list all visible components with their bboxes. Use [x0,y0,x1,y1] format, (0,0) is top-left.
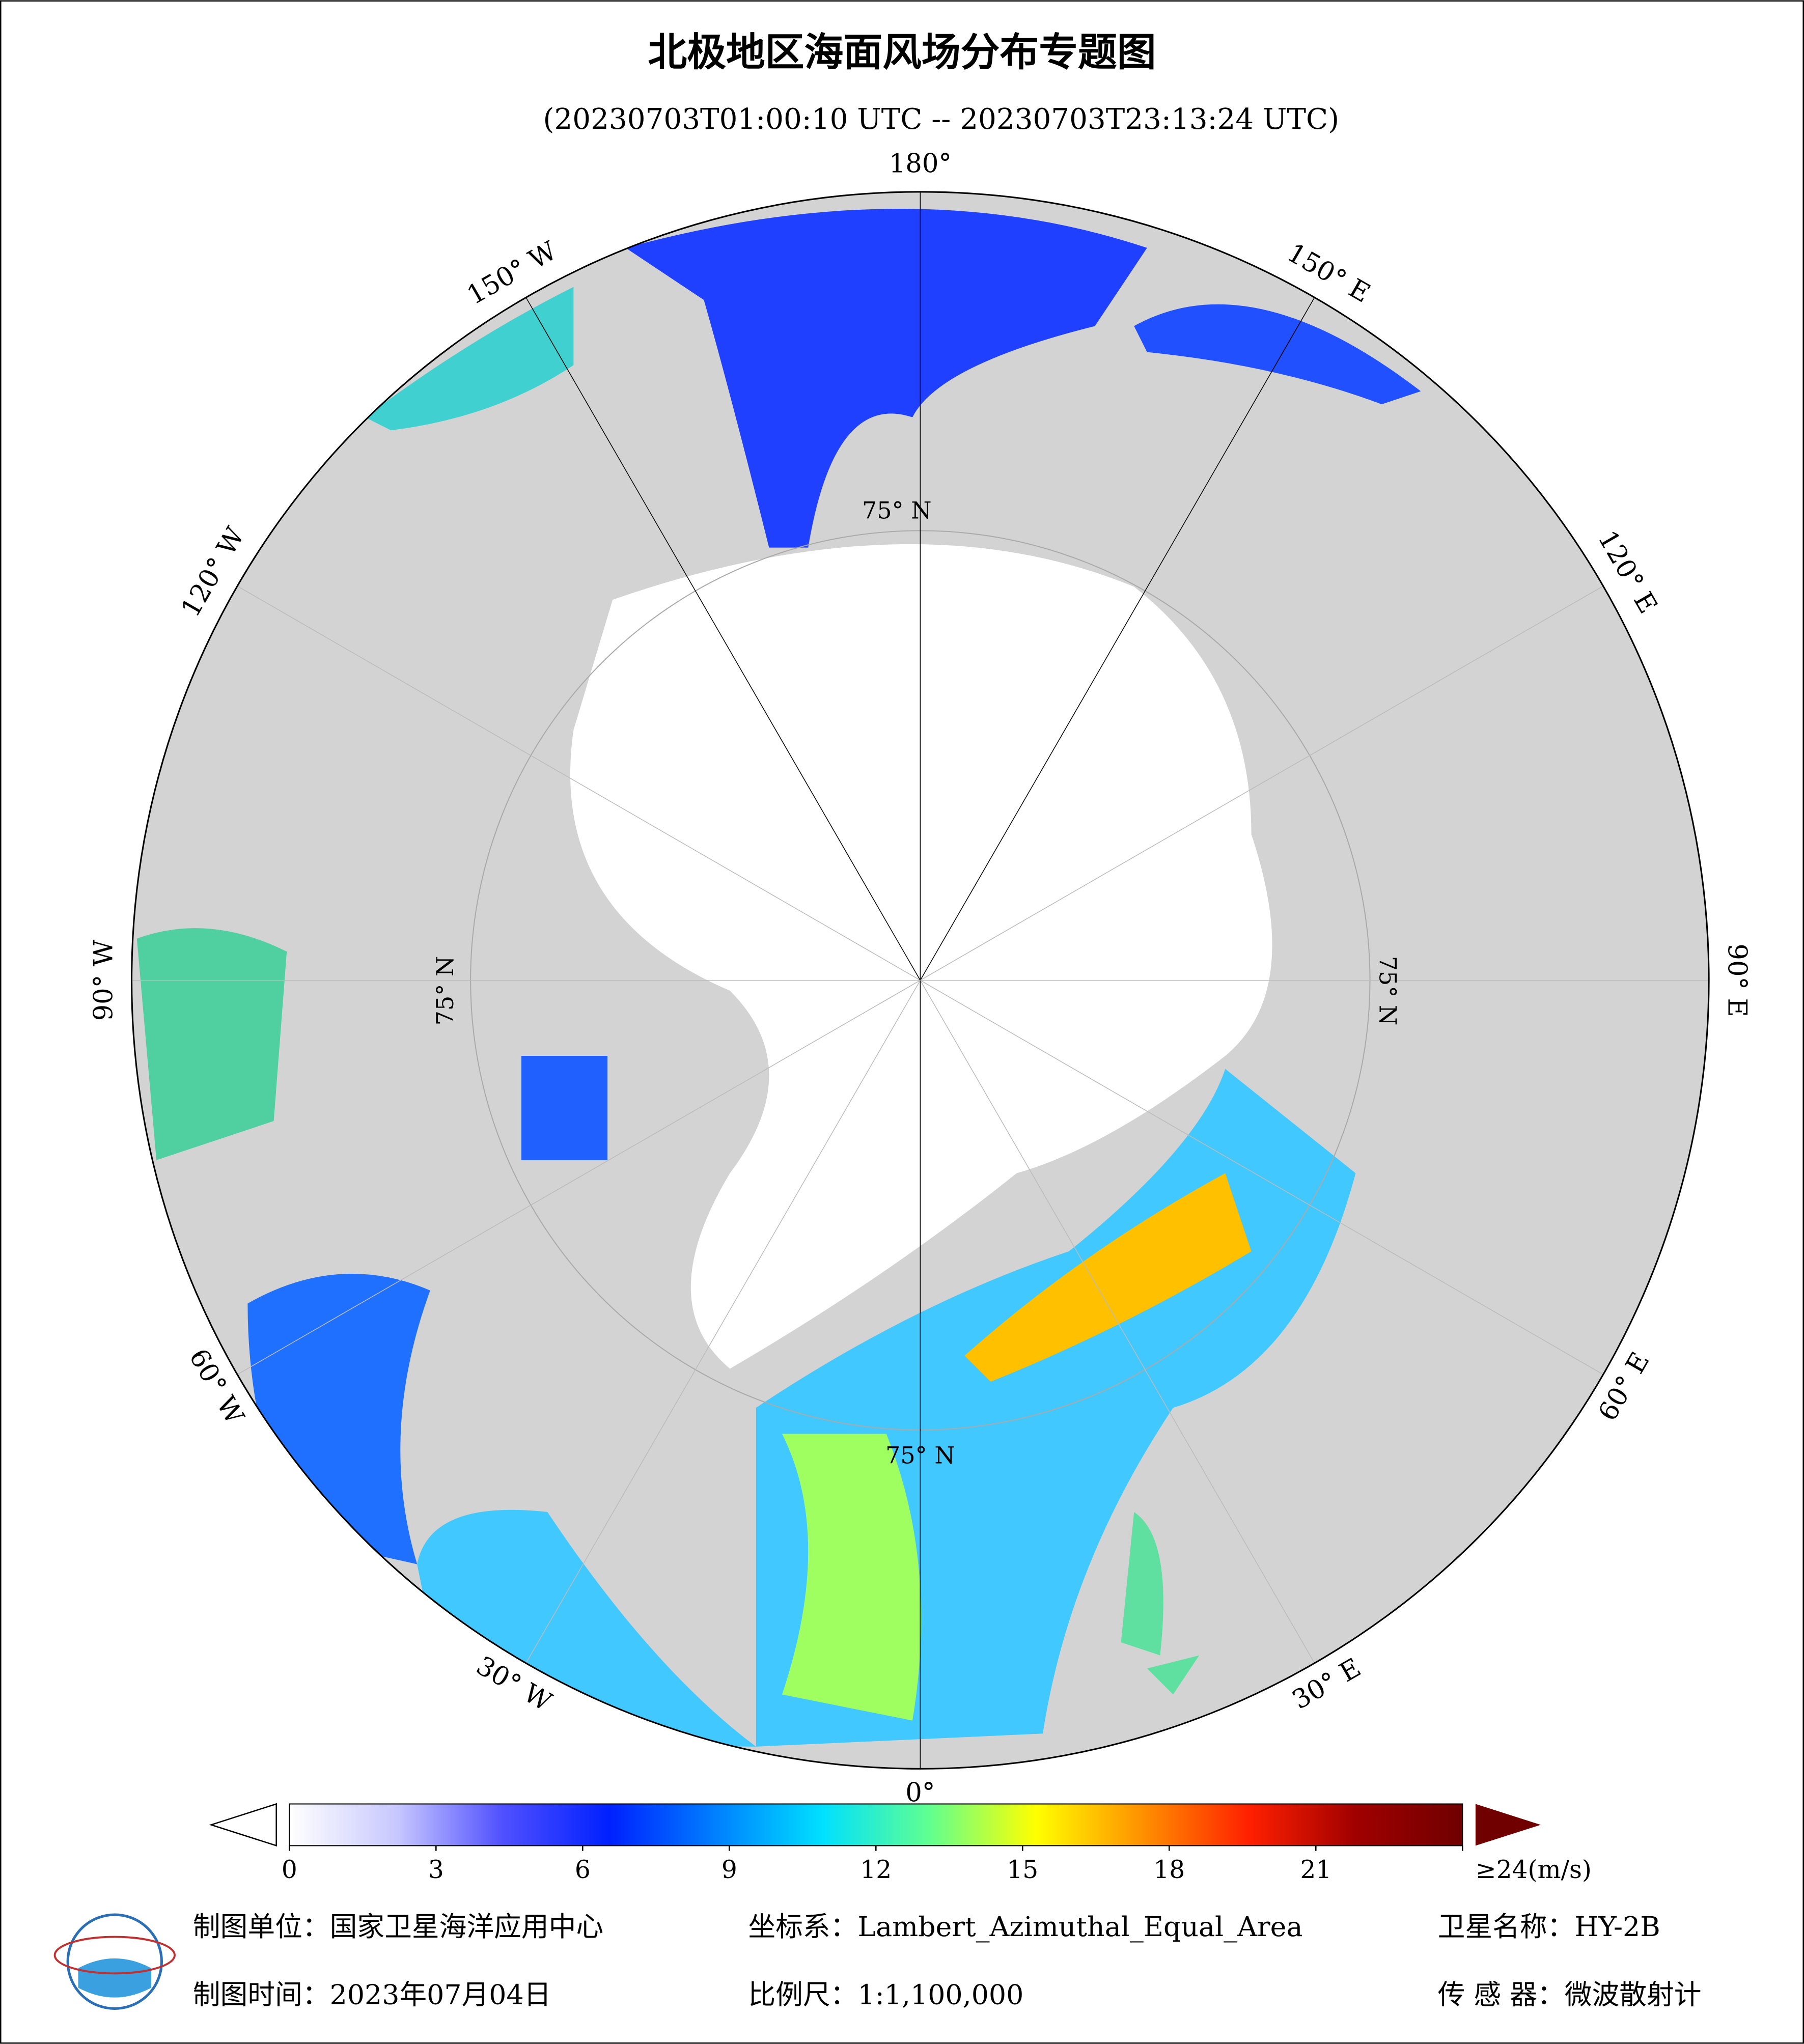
longitude-label: 180° [889,149,952,179]
sea-ice [570,544,1272,1369]
colorbar-over [1475,1804,1541,1846]
colorbar-tick-label: 6 [575,1856,591,1884]
meridian [237,585,921,981]
colorbar-under [209,1803,277,1847]
meridian [920,980,1315,1664]
lat-label: 75° N [431,956,459,1026]
colorbar-tick-label: 9 [721,1856,737,1884]
subtitle: (20230703T01:00:10 UTC -- 20230703T23:13… [543,103,1340,136]
colorbar-scale [289,1803,1463,1846]
meridian [525,297,921,981]
wind-patch [625,209,1147,548]
wind-patch [782,1434,922,1721]
footer-sensor: 传 感 器：微波散射计 [1438,1978,1702,2010]
longitude-label: 90° E [1722,943,1752,1017]
title: 北极地区海面风场分布专题图 [648,30,1156,75]
meridian [525,980,921,1664]
colorbar: 0 3 6 9 12 15 18 21 ≥24(m/s) [209,1803,1592,1884]
wind-patch [964,1173,1252,1382]
colorbar-tick-label: ≥24(m/s) [1476,1856,1592,1884]
footer-projection: 坐标系：Lambert_Azimuthal_Equal_Area [748,1911,1302,1943]
footer-satellite: 卫星名称：HY-2B [1438,1911,1660,1943]
footer-unit: 制图单位：国家卫星海洋应用中心 [193,1911,603,1943]
lat-label: 75° N [1374,956,1401,1026]
meridian [920,979,1604,1375]
wind-patch [365,287,574,431]
longitude-label: 90° W [88,939,119,1021]
longitude-label: 0° [905,1778,935,1808]
meridian [920,585,1604,981]
meridian [920,297,1315,981]
colorbar-tick-label: 15 [1007,1856,1038,1884]
footer-date: 制图时间：2023年07月04日 [193,1978,551,2010]
map [131,191,1709,1769]
colorbar-tick-label: 18 [1153,1856,1185,1884]
wind-patch [136,928,287,1160]
colorbar-tick-label: 21 [1300,1856,1331,1884]
colorbar-tick-label: 12 [860,1856,892,1884]
wind-patch [1134,304,1421,405]
logo [53,1913,176,2010]
map-border [131,191,1710,1770]
lat-label: 75° N [885,1442,955,1469]
colorbar-tick-label: 3 [428,1856,444,1884]
footer-scale: 比例尺：1:1,100,000 [748,1978,1023,2010]
wind-patch [521,1056,607,1160]
meridian [237,979,921,1375]
colorbar-tick-label: 0 [282,1856,297,1884]
lat-label: 75° N [862,497,932,524]
